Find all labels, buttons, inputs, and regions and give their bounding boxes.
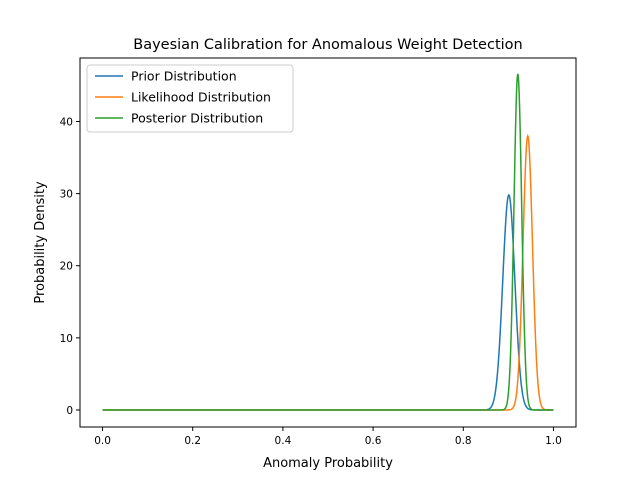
x-axis-ticks: 0.0 0.2 0.4 0.6 0.8 1.0 — [94, 427, 562, 447]
x-tick-label: 0.2 — [184, 435, 201, 447]
x-tick-label: 0.4 — [275, 435, 292, 447]
legend-label: Prior Distribution — [131, 69, 237, 84]
chart-title: Bayesian Calibration for Anomalous Weigh… — [133, 37, 522, 53]
x-axis-label: Anomaly Probability — [263, 456, 393, 471]
legend: Prior Distribution Likelihood Distributio… — [86, 64, 294, 133]
y-tick-label: 10 — [60, 333, 73, 345]
legend-label: Likelihood Distribution — [131, 90, 271, 105]
y-tick-label: 40 — [60, 116, 73, 128]
plot-frame — [79, 57, 577, 428]
y-tick-label: 20 — [60, 261, 73, 273]
y-axis-label: Probability Density — [33, 181, 48, 304]
series-line-likelihood-distribution — [102, 133, 554, 411]
series-line-posterior-distribution — [102, 73, 554, 411]
legend-label: Posterior Distribution — [131, 111, 263, 126]
y-axis-ticks: 0 10 20 30 40 — [60, 116, 80, 417]
x-tick-label: 0.0 — [94, 435, 111, 447]
legend-box — [86, 64, 294, 133]
y-tick-label: 30 — [60, 189, 73, 201]
y-tick-label: 0 — [66, 405, 73, 417]
x-tick-label: 0.8 — [455, 435, 472, 447]
series-lines — [102, 73, 554, 411]
x-tick-label: 1.0 — [545, 435, 562, 447]
x-tick-label: 0.6 — [365, 435, 382, 447]
series-line-prior-distribution — [102, 193, 554, 411]
